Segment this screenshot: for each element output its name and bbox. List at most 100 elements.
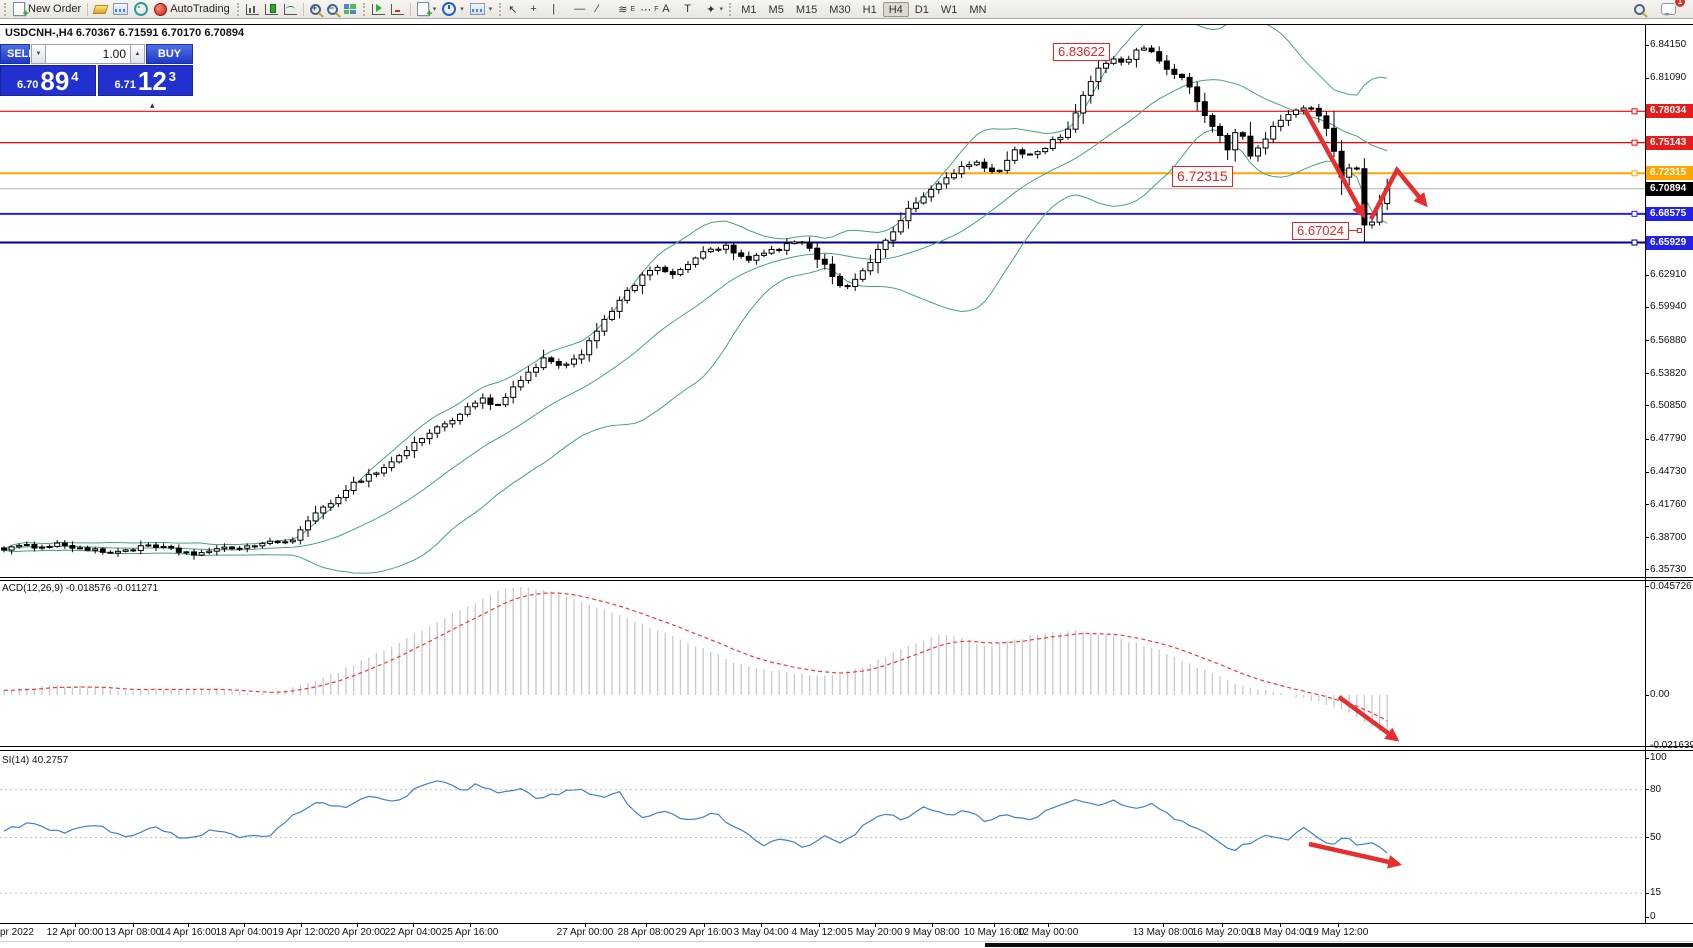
tab-timeframe-d1[interactable]: D1 [909,2,935,17]
volume-up-button[interactable]: ▲ [130,44,145,64]
tickmark [1645,694,1649,696]
chart-shift-icon[interactable] [388,1,407,17]
tile-windows-icon[interactable] [341,1,359,17]
main-toolbar: + New Order AutoTrading + − + ▾ ▾ ▾ ↖ + |… [0,0,1693,20]
cursor-icon[interactable]: ↖ [508,3,518,16]
price-macd-splitter[interactable] [0,577,1693,578]
ttick [1163,923,1164,927]
candlestick-chart-icon[interactable] [262,1,281,17]
axis-price-tick: 6.84150 [1650,39,1687,50]
ttick [585,923,586,927]
axis-level-label: 6.72315 [1646,166,1693,181]
arrows-tool-icon[interactable]: ✦ ▾ [706,3,723,16]
sell-button[interactable]: SELL [0,44,35,64]
add-indicator-icon[interactable]: + ▾ [414,1,440,20]
tab-timeframe-m1[interactable]: M1 [735,2,762,17]
buy-button[interactable]: BUY [146,44,193,64]
time-axis-label: 13 May 08:00 [1132,927,1194,938]
rsi-bottom-frame [0,923,1693,924]
volume-down-button[interactable]: ▼ [31,44,46,64]
trendline-icon[interactable]: ∕ [596,3,599,15]
time-axis-label: 16 May 20:00 [1191,927,1253,938]
ttick [1338,923,1339,927]
chart-window-icon[interactable] [110,1,131,17]
tab-timeframe-h4[interactable]: H4 [882,1,909,17]
price-annotation[interactable]: 6.83622 [1053,43,1110,61]
volume-input[interactable] [46,44,130,64]
ttick [932,923,933,927]
macd-panel[interactable] [0,581,1645,746]
bid-price-display[interactable]: 6.70 89 4 [0,65,96,96]
macd-rsi-splitter[interactable] [0,746,1693,747]
template-icon[interactable]: ▾ [467,1,496,17]
horizontal-line-icon[interactable]: — [574,3,586,15]
tickmark [1645,569,1649,571]
fibonacci-fan-icon[interactable]: ⋯ F [640,3,659,16]
chat-icon[interactable]: 1 [1658,0,1686,17]
time-axis-label: 4 May 12:00 [791,927,847,938]
tickmark [1645,892,1649,894]
time-axis-label: 14 Apr 16:00 [159,927,217,938]
tickmark [1645,471,1649,473]
one-click-collapse-arrow[interactable]: ▴ [150,100,155,110]
period-clock-icon[interactable]: ▾ [439,1,467,17]
text-label-icon[interactable]: T [684,3,691,15]
chat-badge: 1 [1674,0,1686,8]
crosshair-icon[interactable]: + [530,3,537,15]
axis-price-tick: 6.38700 [1650,531,1687,543]
price-annotation[interactable]: 6.72315 [1172,166,1233,187]
tickmark [1645,405,1649,407]
time-axis-label: 20 Apr 20:00 [328,927,386,938]
text-icon[interactable]: A [662,3,670,15]
tab-timeframe-mn[interactable]: MN [963,2,992,17]
tab-timeframe-m15[interactable]: M15 [790,2,823,17]
symbol-ohlc-header: USDCNH-,H4 6.70367 6.71591 6.70170 6.708… [5,27,245,39]
tab-timeframe-h1[interactable]: H1 [857,2,883,17]
price-axis: 6.84150 6.81090 6.62910 6.59940 6.56880 6.538… [1645,24,1693,923]
axis-price-tick: 6.81090 [1650,72,1687,84]
tab-timeframe-m5[interactable]: M5 [763,2,790,17]
ttick [646,923,647,927]
tickmark [1645,340,1649,342]
price-annotation[interactable]: 6.67024 [1292,222,1349,240]
tickmark [1645,504,1649,505]
zoom-in-icon[interactable]: + [307,1,324,18]
tickmark [1645,306,1649,308]
horizontal-scrollbar[interactable] [985,943,1693,947]
fibonacci-icon[interactable]: ≋ E [618,3,636,16]
tickmark [1645,745,1649,747]
tickmark [1645,373,1649,375]
ttick [1280,923,1281,927]
price-panel[interactable] [0,25,1645,577]
signal-radar-icon[interactable] [131,1,151,17]
zoom-out-icon[interactable]: − [324,1,341,18]
time-axis-label: 12 Apr 00:00 [46,927,104,938]
vertical-line-icon[interactable]: | [552,3,556,15]
annotation-anchor [1357,228,1362,233]
time-axis-label: 13 Apr 08:00 [104,927,162,938]
axis-level-label: 6.75143 [1646,135,1693,150]
time-axis-label: pr 2022 [0,927,34,938]
gold-icon[interactable] [91,1,110,17]
tickmark [1645,537,1649,539]
bar-chart-icon[interactable] [243,1,262,17]
tab-timeframe-m30[interactable]: M30 [823,2,856,17]
chart-frame-top [0,24,1693,25]
search-icon[interactable] [1631,1,1648,18]
time-axis-label: 18 Apr 04:00 [215,927,273,938]
auto-scroll-icon[interactable] [369,1,388,17]
axis-price-tick: 6.59940 [1650,301,1687,313]
line-chart-icon[interactable] [281,1,300,17]
new-order-button[interactable]: + New Order [10,1,84,20]
ask-price-display[interactable]: 6.71 12 3 [97,65,193,96]
time-axis-label: 25 Apr 16:00 [441,927,499,938]
rsi-panel[interactable] [0,753,1645,923]
ttick [133,923,134,927]
ttick [875,923,876,927]
macd-indicator-label: ACD(12,26,9) -0.018576 -0.011271 [2,583,159,594]
autotrading-button[interactable]: AutoTrading [151,1,233,17]
tab-timeframe-w1[interactable]: W1 [935,2,964,17]
axis-price-tick: 6.41760 [1650,498,1687,510]
tickmark [1645,44,1649,46]
